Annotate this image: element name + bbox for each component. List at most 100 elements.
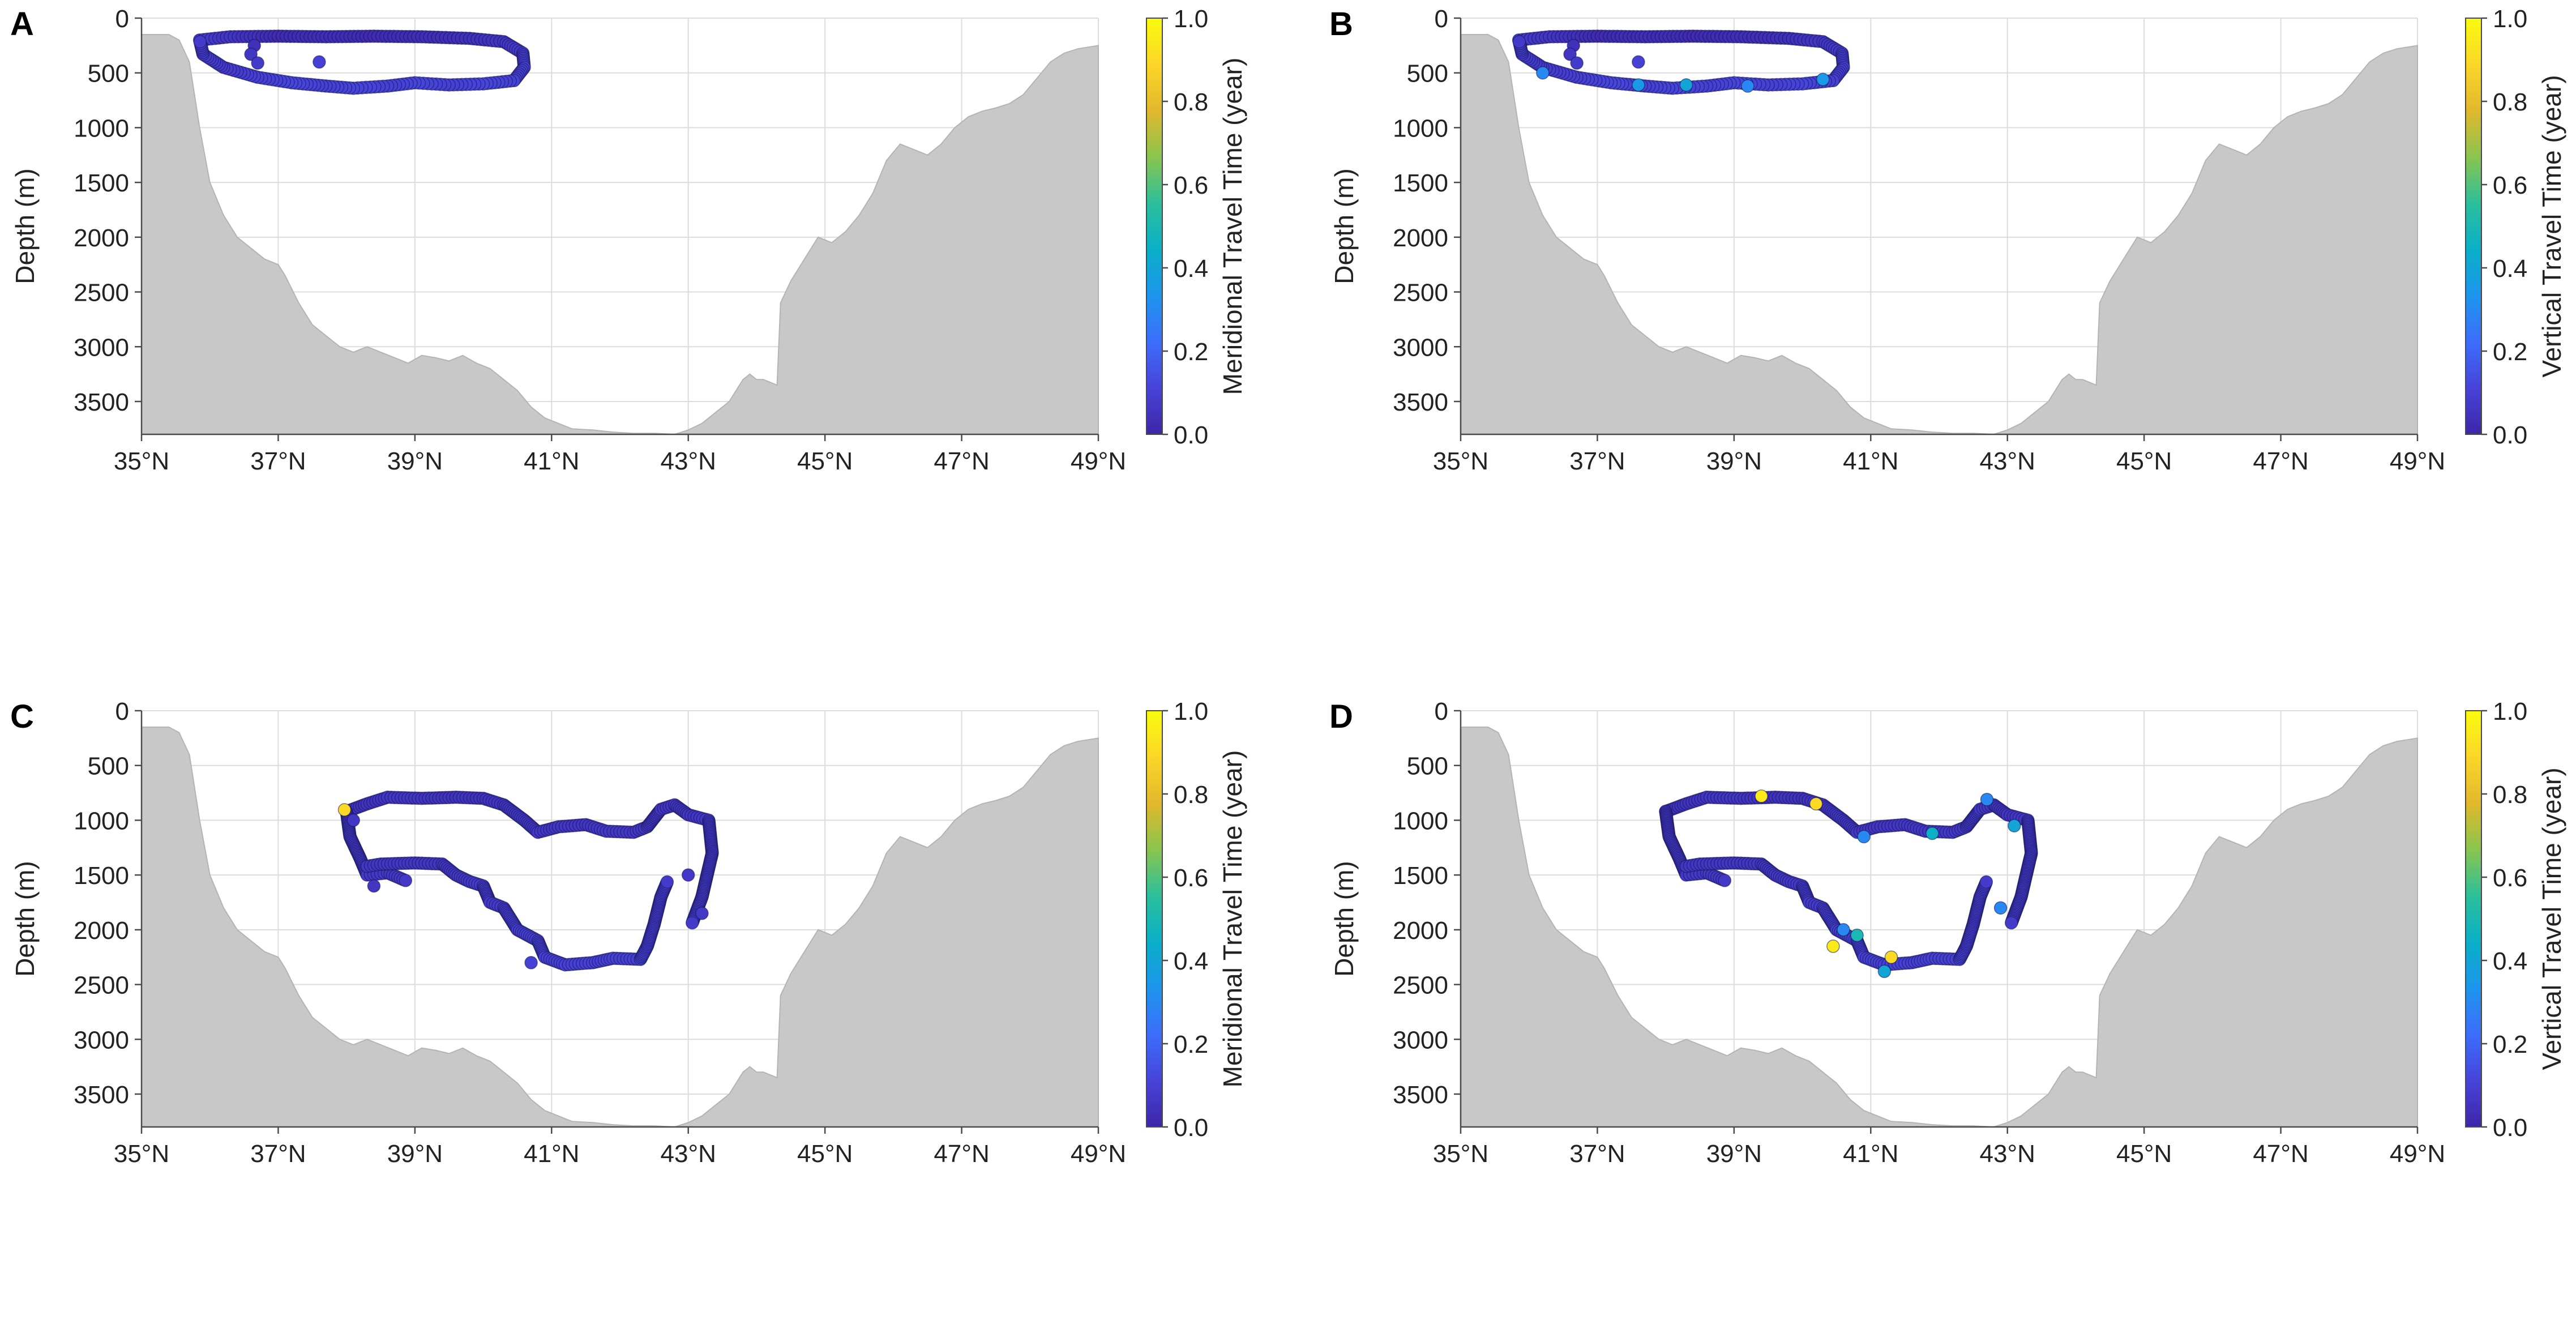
trajectory-point xyxy=(1563,48,1577,61)
x-axis-ticks: 35°N 37°N 39°N 41°N 43°N 45°N 47°N 49°N xyxy=(114,434,1126,475)
x-tick-label: 45°N xyxy=(2116,447,2172,475)
x-tick-label: 41°N xyxy=(1843,1140,1898,1168)
colorbar-tick-label: 1.0 xyxy=(2493,698,2527,725)
y-tick-label: 1500 xyxy=(74,169,129,197)
colorbar-gradient xyxy=(1146,18,1163,435)
trajectory-point xyxy=(2004,916,2018,930)
panel-label: C xyxy=(10,698,34,735)
trajectory-point xyxy=(367,879,381,893)
trajectory-point xyxy=(1850,928,1864,942)
y-tick-label: 2500 xyxy=(74,972,129,1000)
trajectory-point xyxy=(1837,923,1850,937)
x-axis-ticks: 35°N 37°N 39°N 41°N 43°N 45°N 47°N 49°N xyxy=(114,1127,1126,1168)
x-tick-label: 47°N xyxy=(2253,447,2308,475)
panel-label: B xyxy=(1329,6,1353,42)
trajectory-point xyxy=(1536,66,1550,80)
x-tick-label: 39°N xyxy=(387,1140,443,1168)
trajectory-point xyxy=(1993,901,2008,915)
colorbar-tick-label: 0.4 xyxy=(2493,255,2527,283)
trajectory-point xyxy=(193,35,207,49)
y-tick-label: 3000 xyxy=(1393,1026,1448,1054)
y-tick-label: 3500 xyxy=(74,1081,129,1109)
trajectory-points xyxy=(1512,29,1850,95)
bathymetry-area xyxy=(1460,727,2418,1128)
colorbar-tick-label: 0.8 xyxy=(1174,781,1208,809)
trajectory-point xyxy=(251,56,264,70)
x-tick-label: 45°N xyxy=(797,1140,853,1168)
trajectory-point xyxy=(1816,72,1830,87)
y-tick-label: 2500 xyxy=(1393,279,1448,307)
colorbar-tick-label: 0.4 xyxy=(1174,255,1208,283)
trajectory-point xyxy=(1570,56,1584,70)
trajectory-point xyxy=(1632,55,1645,69)
y-tick-label: 2500 xyxy=(1393,972,1448,1000)
x-tick-label: 41°N xyxy=(524,1140,579,1168)
colorbar-tick-label: 1.0 xyxy=(2493,5,2527,33)
trajectory-point xyxy=(681,868,695,882)
y-tick-label: 0 xyxy=(115,5,129,33)
y-tick-label: 500 xyxy=(1407,753,1448,780)
trajectory-point xyxy=(2008,819,2021,832)
colorbar-tick-label: 0.0 xyxy=(1174,1114,1208,1142)
x-axis-ticks: 35°N 37°N 39°N 41°N 43°N 45°N 47°N 49°N xyxy=(1433,434,2445,475)
colorbar-tick-label: 0.2 xyxy=(1174,1031,1208,1058)
x-tick-label: 39°N xyxy=(1706,447,1762,475)
trajectory-point xyxy=(695,907,709,920)
x-tick-label: 45°N xyxy=(797,447,853,475)
colorbar: 0.0 0.2 0.4 0.6 0.8 1.0 Vertical Travel Time (… xyxy=(2465,5,2566,449)
colorbar-tick-label: 0.0 xyxy=(2493,1114,2527,1142)
trajectory-point xyxy=(337,803,352,817)
trajectory-point xyxy=(660,875,674,889)
trajectory-point xyxy=(1741,79,1755,93)
y-tick-label: 2000 xyxy=(1393,224,1448,252)
x-tick-label: 49°N xyxy=(2390,1140,2445,1168)
y-tick-label: 500 xyxy=(88,60,129,88)
colorbar-tick-label: 0.8 xyxy=(2493,781,2527,809)
colorbar: 0.0 0.2 0.4 0.6 0.8 1.0 Meridional Travel Time… xyxy=(1146,5,1247,449)
y-axis-title: Depth (m) xyxy=(1329,168,1359,284)
y-tick-label: 2000 xyxy=(74,224,129,252)
x-tick-label: 47°N xyxy=(934,447,989,475)
x-tick-label: 47°N xyxy=(2253,1140,2308,1168)
y-tick-label: 3500 xyxy=(74,388,129,416)
y-tick-label: 2000 xyxy=(74,917,129,945)
trajectory-point xyxy=(1877,964,1892,979)
colorbar-tick-label: 0.2 xyxy=(1174,338,1208,366)
trajectory-point xyxy=(1925,826,1939,840)
x-tick-label: 37°N xyxy=(1569,447,1625,475)
x-tick-label: 41°N xyxy=(524,447,579,475)
x-tick-label: 35°N xyxy=(1433,447,1488,475)
x-tick-label: 37°N xyxy=(250,447,306,475)
x-tick-label: 37°N xyxy=(1569,1140,1625,1168)
y-tick-label: 1500 xyxy=(1393,862,1448,890)
x-tick-label: 35°N xyxy=(114,1140,169,1168)
y-axis-ticks: 0 500 1000 1500 2000 2500 3000 3500 xyxy=(1393,698,1461,1109)
colorbar-tick-label: 1.0 xyxy=(1174,5,1208,33)
y-tick-label: 3000 xyxy=(1393,334,1448,361)
colorbar-tick-label: 0.8 xyxy=(1174,88,1208,116)
y-axis-ticks: 0 500 1000 1500 2000 2500 3000 3500 xyxy=(1393,5,1461,416)
trajectory-point xyxy=(1679,78,1693,92)
y-tick-label: 500 xyxy=(1407,60,1448,88)
panel-c: 35°N 37°N 39°N 41°N 43°N 45°N 47°N 49°N 0 500 1000… xyxy=(10,698,1247,1168)
y-tick-label: 3000 xyxy=(74,334,129,361)
x-tick-label: 45°N xyxy=(2116,1140,2172,1168)
colorbar-title: Meridional Travel Time (year) xyxy=(1218,750,1247,1088)
y-axis-title: Depth (m) xyxy=(10,168,40,284)
y-axis-title: Depth (m) xyxy=(1329,861,1359,976)
y-tick-label: 2500 xyxy=(74,279,129,307)
y-tick-label: 0 xyxy=(1435,5,1448,33)
x-tick-label: 39°N xyxy=(1706,1140,1762,1168)
trajectory-point xyxy=(1512,35,1526,49)
colorbar-tick-label: 0.0 xyxy=(2493,421,2527,449)
y-axis-ticks: 0 500 1000 1500 2000 2500 3000 3500 xyxy=(74,698,142,1109)
trajectory-point xyxy=(1809,797,1823,811)
x-tick-label: 43°N xyxy=(1980,447,2035,475)
trajectory-points xyxy=(337,791,719,972)
y-tick-label: 3500 xyxy=(1393,388,1448,416)
colorbar-tick-label: 0.6 xyxy=(1174,172,1208,199)
y-tick-label: 1000 xyxy=(1393,114,1448,142)
colorbar-title: Meridional Travel Time (year) xyxy=(1218,58,1247,395)
trajectory-point xyxy=(1755,789,1768,803)
